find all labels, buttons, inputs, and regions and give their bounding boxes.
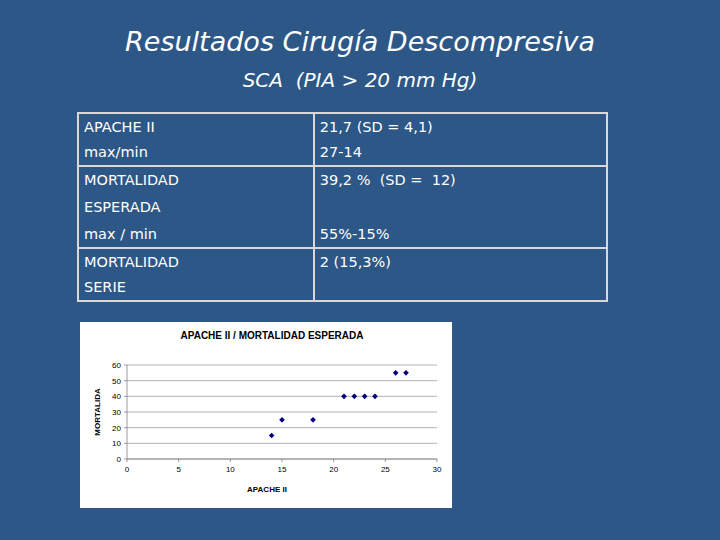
- grid-line: [127, 365, 437, 366]
- y-tick: [124, 412, 127, 413]
- y-tick-label: 0: [117, 455, 122, 464]
- cell-text: ESPERADA: [84, 196, 308, 218]
- table-cell: APACHE II max/min: [78, 113, 314, 166]
- cell-text: max / min: [84, 223, 308, 245]
- x-tick-label: 25: [381, 465, 390, 474]
- chart-svg: APACHE II / MORTALIDAD ESPERADA 0 10 20 30 40…: [80, 322, 452, 508]
- table-cell: 39,2 % (SD = 12) 55%-15%: [314, 166, 607, 248]
- x-tick-label: 20: [329, 465, 338, 474]
- table-cell: MORTALIDAD ESPERADA max / min: [78, 166, 314, 248]
- point: [393, 370, 399, 376]
- y-tick-label: 40: [112, 392, 121, 401]
- point: [352, 394, 358, 400]
- point: [372, 394, 378, 400]
- cell-content: MORTALIDAD ESPERADA max / min: [84, 169, 308, 245]
- y-axis: [127, 365, 128, 459]
- grid-line: [127, 459, 437, 460]
- y-tick: [124, 443, 127, 444]
- table-row: MORTALIDAD SERIE 2 (15,3%): [78, 248, 607, 301]
- cell-text: APACHE II: [84, 116, 308, 138]
- y-tick-label: 30: [112, 408, 121, 417]
- cell-text: 21,7 (SD = 4,1): [320, 116, 601, 138]
- subtitle: SCA (PIA > 20 mm Hg): [0, 68, 720, 92]
- cell-content: 39,2 % (SD = 12) 55%-15%: [320, 169, 601, 245]
- x-axis-label: APACHE II: [247, 485, 287, 494]
- table-cell: 21,7 (SD = 4,1) 27-14: [314, 113, 607, 166]
- cell-text: max/min: [84, 141, 308, 163]
- x-tick-label: 0: [125, 465, 130, 474]
- x-tick: [437, 459, 438, 462]
- x-tick: [178, 459, 179, 462]
- table-row: MORTALIDAD ESPERADA max / min 39,2 % (SD = …: [78, 166, 607, 248]
- y-tick: [124, 365, 127, 366]
- x-tick: [127, 459, 128, 462]
- x-tick-label: 15: [278, 465, 287, 474]
- x-tick: [230, 459, 231, 462]
- x-axis: [127, 459, 437, 460]
- grid-line: [127, 427, 437, 428]
- cell-content: MORTALIDAD SERIE: [84, 251, 308, 298]
- cell-text: MORTALIDAD: [84, 169, 308, 191]
- cell-text: SERIE: [84, 276, 308, 298]
- cell-text: 39,2 % (SD = 12): [320, 169, 601, 191]
- y-tick: [124, 396, 127, 397]
- point: [310, 417, 316, 423]
- y-tick-label: 50: [112, 377, 121, 386]
- chart-title: APACHE II / MORTALIDAD ESPERADA: [181, 330, 364, 341]
- cell-text: 2 (15,3%): [320, 251, 601, 273]
- cell-content: APACHE II max/min: [84, 116, 308, 163]
- y-tick-label: 20: [112, 424, 121, 433]
- y-axis-label: MORTALIDA: [93, 388, 102, 436]
- results-table: APACHE II max/min 21,7 (SD = 4,1) 27-14 MORT…: [77, 112, 608, 302]
- x-tick-label: 10: [226, 465, 235, 474]
- y-tick: [124, 459, 127, 460]
- title: Resultados Cirugía Descompresiva: [0, 26, 720, 57]
- chart: APACHE II / MORTALIDAD ESPERADA 0 10 20 30 40…: [80, 322, 452, 508]
- points: [269, 370, 409, 438]
- cell-text: 27-14: [320, 141, 601, 163]
- cell-text: 55%-15%: [320, 223, 601, 245]
- y-tick-label: 60: [112, 361, 121, 370]
- point: [341, 394, 347, 400]
- table-row: APACHE II max/min 21,7 (SD = 4,1) 27-14: [78, 113, 607, 166]
- x-tick-label: 5: [176, 465, 181, 474]
- y-tick-label: 10: [112, 439, 121, 448]
- grid-line: [127, 443, 437, 444]
- point: [403, 370, 409, 376]
- x-tick: [385, 459, 386, 462]
- table-cell: 2 (15,3%): [314, 248, 607, 301]
- point: [362, 394, 368, 400]
- grid-line: [127, 380, 437, 381]
- cell-content: 21,7 (SD = 4,1) 27-14: [320, 116, 601, 163]
- y-tick: [124, 427, 127, 428]
- table-cell: MORTALIDAD SERIE: [78, 248, 314, 301]
- x-tick-label: 30: [433, 465, 442, 474]
- x-tick: [333, 459, 334, 462]
- cell-content: 2 (15,3%): [320, 251, 601, 298]
- grid-line: [127, 412, 437, 413]
- cell-text: MORTALIDAD: [84, 251, 308, 273]
- x-tick: [282, 459, 283, 462]
- y-tick: [124, 380, 127, 381]
- point: [269, 433, 275, 439]
- point: [279, 417, 285, 423]
- grid-line: [127, 396, 437, 397]
